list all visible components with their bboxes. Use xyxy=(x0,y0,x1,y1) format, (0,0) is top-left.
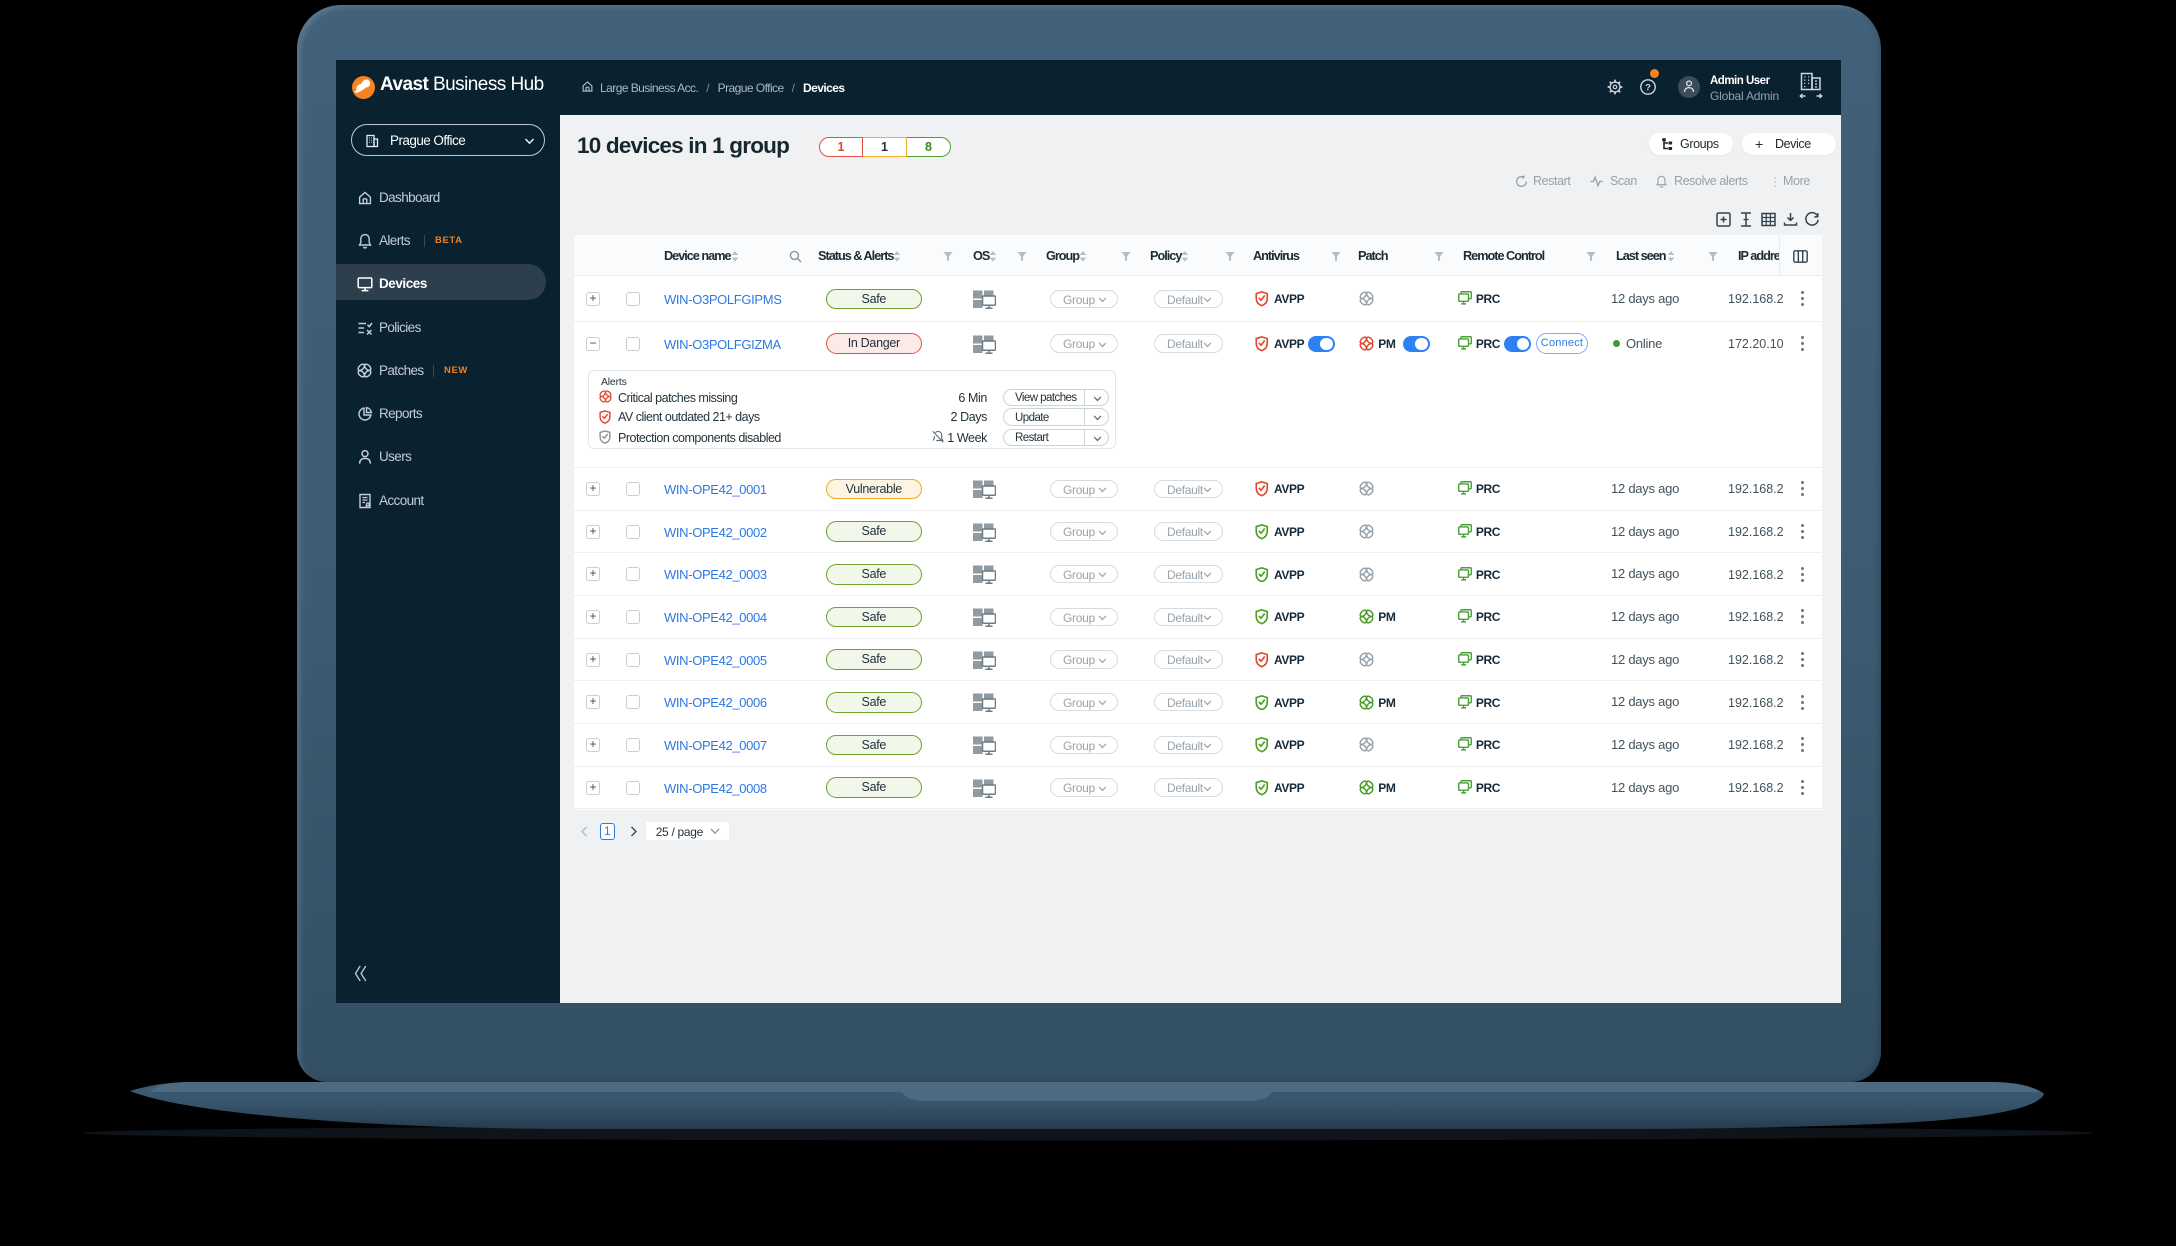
svg-text:?: ? xyxy=(1645,82,1651,93)
